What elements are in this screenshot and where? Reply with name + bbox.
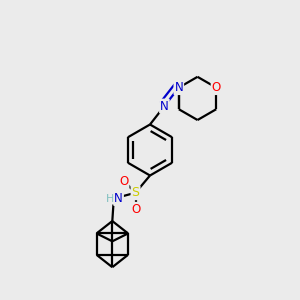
Text: O: O (212, 81, 221, 94)
Text: N: N (174, 81, 183, 94)
Text: O: O (119, 175, 128, 188)
Text: N: N (160, 100, 169, 112)
Text: S: S (131, 186, 140, 199)
Text: H: H (106, 194, 114, 204)
Text: N: N (114, 192, 123, 205)
Text: O: O (131, 203, 140, 216)
